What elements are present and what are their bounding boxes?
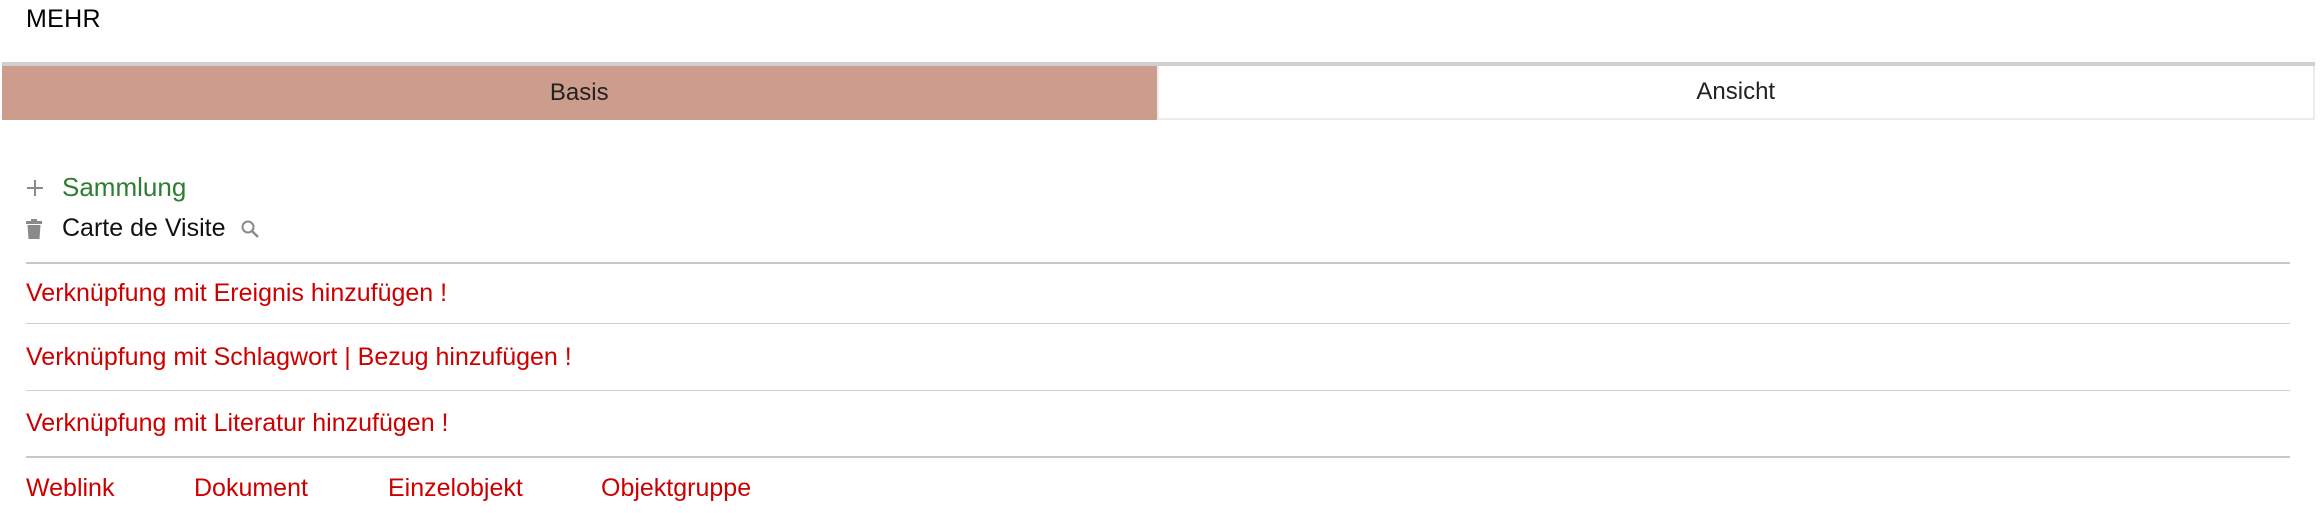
- add-event-link[interactable]: Verknüpfung mit Ereignis hinzufügen !: [26, 279, 448, 307]
- add-literature-link[interactable]: Verknüpfung mit Literatur hinzufügen !: [26, 409, 449, 437]
- divider: [26, 456, 2290, 458]
- collection-item-label: Carte de Visite: [62, 214, 226, 242]
- tab-basis[interactable]: Basis: [2, 66, 1157, 120]
- search-icon[interactable]: [240, 219, 260, 239]
- weblink-link[interactable]: Weblink: [26, 474, 115, 502]
- add-collection-row: Sammlung: [26, 172, 186, 203]
- add-keyword-link[interactable]: Verknüpfung mit Schlagwort | Bezug hinzu…: [26, 343, 572, 371]
- plus-icon[interactable]: [26, 179, 62, 197]
- object-group-link[interactable]: Objektgruppe: [601, 474, 752, 502]
- divider: [26, 323, 2290, 324]
- divider: [26, 262, 2290, 264]
- divider: [26, 390, 2290, 391]
- trash-icon[interactable]: [26, 218, 62, 239]
- bottom-link-bar: Weblink Dokument Einzelobjekt Objektgrup…: [26, 474, 751, 503]
- single-object-link[interactable]: Einzelobjekt: [388, 474, 523, 502]
- collection-item-row: Carte de Visite: [26, 214, 260, 243]
- section-title: MEHR: [26, 5, 101, 33]
- tab-ansicht[interactable]: Ansicht: [1156, 66, 2315, 120]
- document-link[interactable]: Dokument: [194, 474, 308, 502]
- collection-add-link[interactable]: Sammlung: [62, 172, 187, 202]
- tab-bar: Basis Ansicht: [2, 62, 2315, 120]
